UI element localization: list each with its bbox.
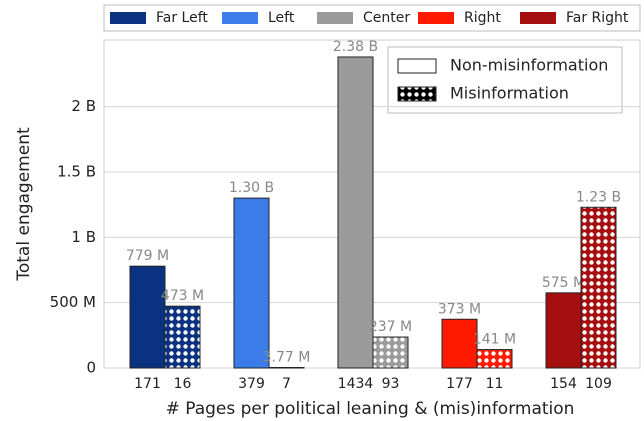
value-label: 1.23 B xyxy=(576,189,621,205)
bar xyxy=(441,318,478,369)
legend-swatch xyxy=(520,12,556,24)
value-label: 3.77 M xyxy=(263,350,311,366)
value-label: 575 M xyxy=(542,275,585,291)
y-tick-label: 1.5 B xyxy=(57,162,96,180)
value-label: 1.30 B xyxy=(229,180,274,196)
x-tick-label: 154 xyxy=(550,376,577,392)
bar xyxy=(476,349,513,369)
value-label: 779 M xyxy=(126,248,169,264)
y-tick-label: 500 M xyxy=(50,293,96,311)
value-label: 2.38 B xyxy=(333,39,378,55)
bar xyxy=(233,197,270,369)
x-axis-label: # Pages per political leaning & (mis)inf… xyxy=(166,399,575,419)
legend-swatch xyxy=(222,12,258,24)
legend-label: Far Left xyxy=(156,10,208,26)
y-axis-label: Total engagement xyxy=(14,127,34,282)
y-tick-label: 0 xyxy=(86,359,96,377)
legend-frame xyxy=(387,46,623,114)
legend-label: Center xyxy=(363,10,410,26)
value-label: 237 M xyxy=(369,319,412,335)
x-tick-label: 177 xyxy=(446,376,473,392)
bar xyxy=(164,305,201,369)
x-tick-label: 16 xyxy=(174,376,192,392)
bar xyxy=(129,265,166,369)
legend-swatch xyxy=(110,12,146,24)
legend-label: Left xyxy=(268,10,295,26)
bar xyxy=(580,206,617,369)
value-label: 473 M xyxy=(161,288,204,304)
legend-swatch xyxy=(317,12,353,24)
x-tick-label: 93 xyxy=(382,376,400,392)
legend-swatch xyxy=(418,12,454,24)
legend-swatch xyxy=(397,58,437,74)
legend-label: Non-misinformation xyxy=(450,56,608,75)
x-tick-label: 1434 xyxy=(338,376,374,392)
legend-label: Right xyxy=(464,10,501,26)
bar xyxy=(337,56,374,369)
x-tick-label: 109 xyxy=(585,376,612,392)
legend-swatch xyxy=(397,86,437,102)
x-tick-label: 171 xyxy=(134,376,161,392)
x-tick-label: 11 xyxy=(486,376,504,392)
legend-label: Far Right xyxy=(566,10,629,26)
value-label: 141 M xyxy=(473,332,516,348)
y-tick-label: 2 B xyxy=(71,97,96,115)
x-tick-label: 7 xyxy=(282,376,291,392)
bar xyxy=(545,292,582,369)
x-tick-label: 379 xyxy=(238,376,265,392)
bar xyxy=(372,336,409,369)
legend-label: Misinformation xyxy=(450,84,569,103)
y-tick-label: 1 B xyxy=(71,228,96,246)
value-label: 373 M xyxy=(438,301,481,317)
